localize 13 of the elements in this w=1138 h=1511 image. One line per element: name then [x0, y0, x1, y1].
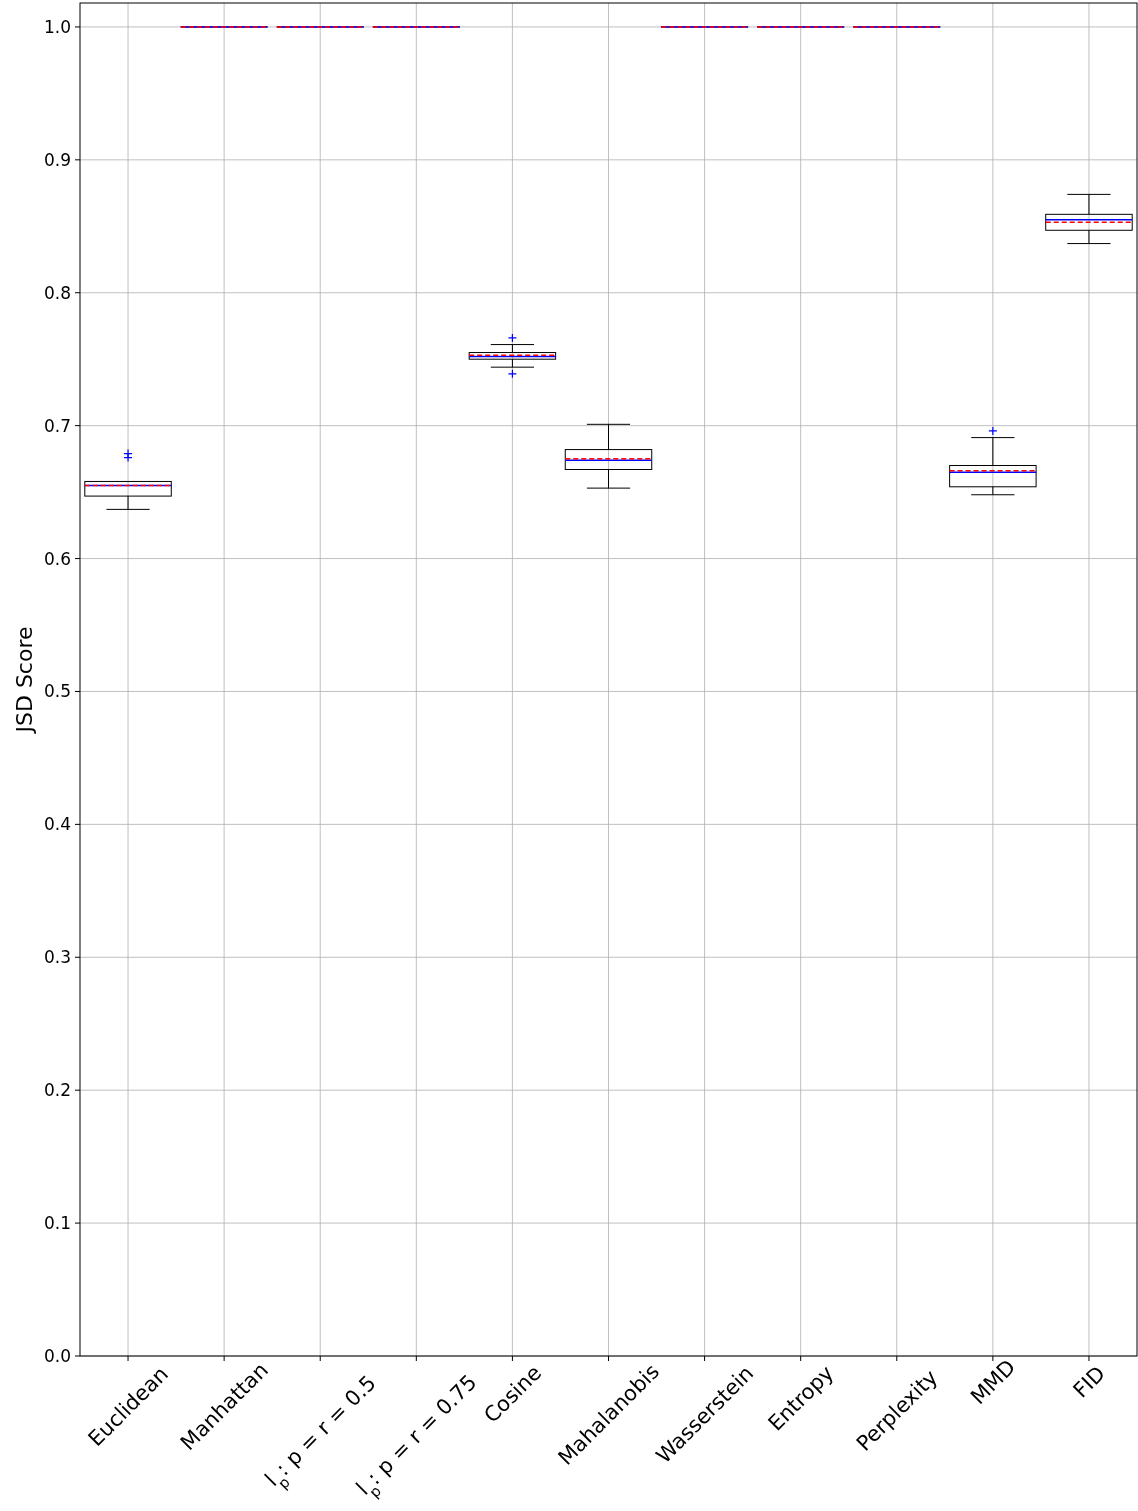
y-axis-title: JSD Score	[12, 626, 37, 735]
y-tick-label: 0.7	[43, 415, 71, 436]
y-tick-label: 0.4	[43, 814, 71, 835]
y-tick-label: 0.3	[43, 947, 71, 968]
x-tick-label: FID	[1068, 1361, 1110, 1403]
y-tick-label: 0.8	[43, 282, 71, 303]
y-tick-label: 0.9	[43, 149, 71, 170]
y-tick-label: 0.5	[43, 681, 71, 702]
y-tick-label: 0.0	[43, 1345, 71, 1366]
y-tick-label: 0.6	[43, 548, 71, 569]
y-tick-label: 0.1	[43, 1213, 71, 1234]
y-tick-label: 1.0	[43, 16, 71, 37]
y-tick-label: 0.2	[43, 1080, 71, 1101]
